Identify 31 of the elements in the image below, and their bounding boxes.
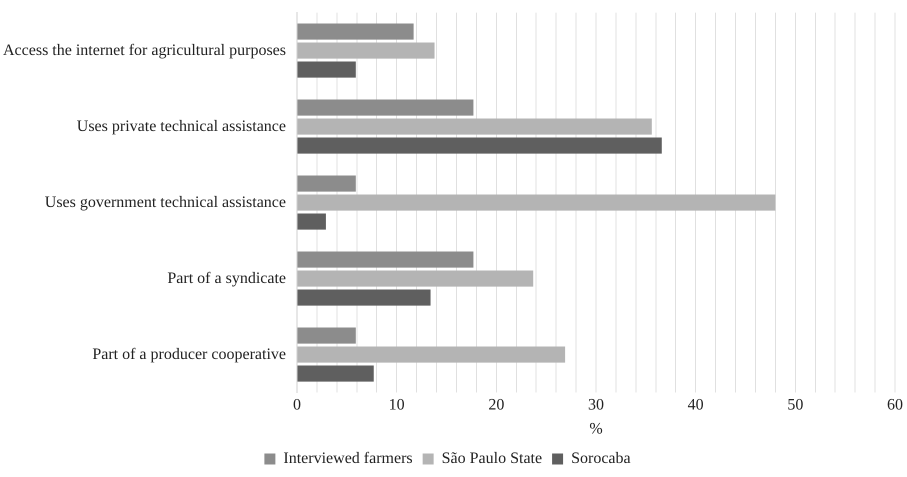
y-tick-label: Access the internet for agricultural purposes xyxy=(2,42,286,59)
x-tick-label: 10 xyxy=(388,396,405,414)
bar xyxy=(298,24,414,40)
bar xyxy=(298,328,356,344)
bar xyxy=(298,214,326,230)
bar xyxy=(298,176,356,192)
legend-label: Interviewed farmers xyxy=(283,450,413,468)
y-tick-label: Uses government technical assistance xyxy=(44,194,286,211)
x-tick-label: 30 xyxy=(588,396,604,414)
bar xyxy=(298,194,776,211)
bar xyxy=(298,62,356,78)
x-tick-label: 0 xyxy=(293,396,302,414)
y-tick-label: Uses private technical assistance xyxy=(76,118,286,135)
bar xyxy=(298,346,566,363)
y-tick-label: Part of a producer cooperative xyxy=(92,346,286,363)
bar xyxy=(298,138,662,154)
bar xyxy=(298,270,534,287)
x-tick-label: 50 xyxy=(787,396,804,414)
x-tick-label: 60 xyxy=(887,396,903,414)
y-tick-label: Part of a syndicate xyxy=(167,270,286,287)
bar xyxy=(298,118,652,135)
legend-label: Sorocaba xyxy=(571,450,631,468)
x-tick-label: 40 xyxy=(688,396,704,414)
legend-label: São Paulo State xyxy=(442,450,542,468)
bar xyxy=(298,252,474,268)
bar xyxy=(298,290,431,306)
bar xyxy=(298,42,435,59)
x-tick-label: 20 xyxy=(488,396,504,414)
x-axis-title: % xyxy=(589,420,603,438)
bar xyxy=(298,366,374,382)
bar xyxy=(298,100,474,116)
